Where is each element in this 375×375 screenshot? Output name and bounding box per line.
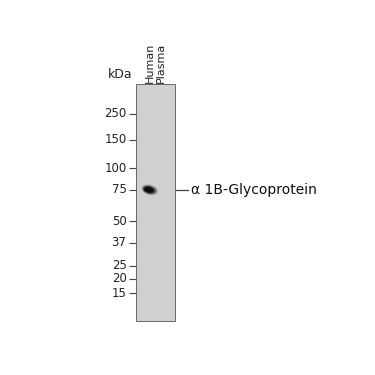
- Ellipse shape: [143, 186, 155, 194]
- Text: 50: 50: [112, 215, 126, 228]
- Text: 100: 100: [104, 162, 126, 174]
- Ellipse shape: [141, 184, 158, 195]
- Text: 250: 250: [104, 107, 126, 120]
- Text: 150: 150: [104, 133, 126, 146]
- Text: α 1B-Glycoprotein: α 1B-Glycoprotein: [191, 183, 316, 197]
- Ellipse shape: [142, 185, 157, 194]
- Text: 75: 75: [112, 183, 126, 196]
- Bar: [136, 84, 175, 321]
- Text: 37: 37: [112, 236, 126, 249]
- Text: 20: 20: [112, 272, 126, 285]
- Text: 25: 25: [112, 259, 126, 272]
- Text: kDa: kDa: [108, 68, 132, 81]
- Ellipse shape: [144, 187, 153, 193]
- Text: 15: 15: [112, 286, 126, 300]
- Text: Plasma: Plasma: [156, 42, 166, 82]
- Text: Human: Human: [145, 42, 154, 82]
